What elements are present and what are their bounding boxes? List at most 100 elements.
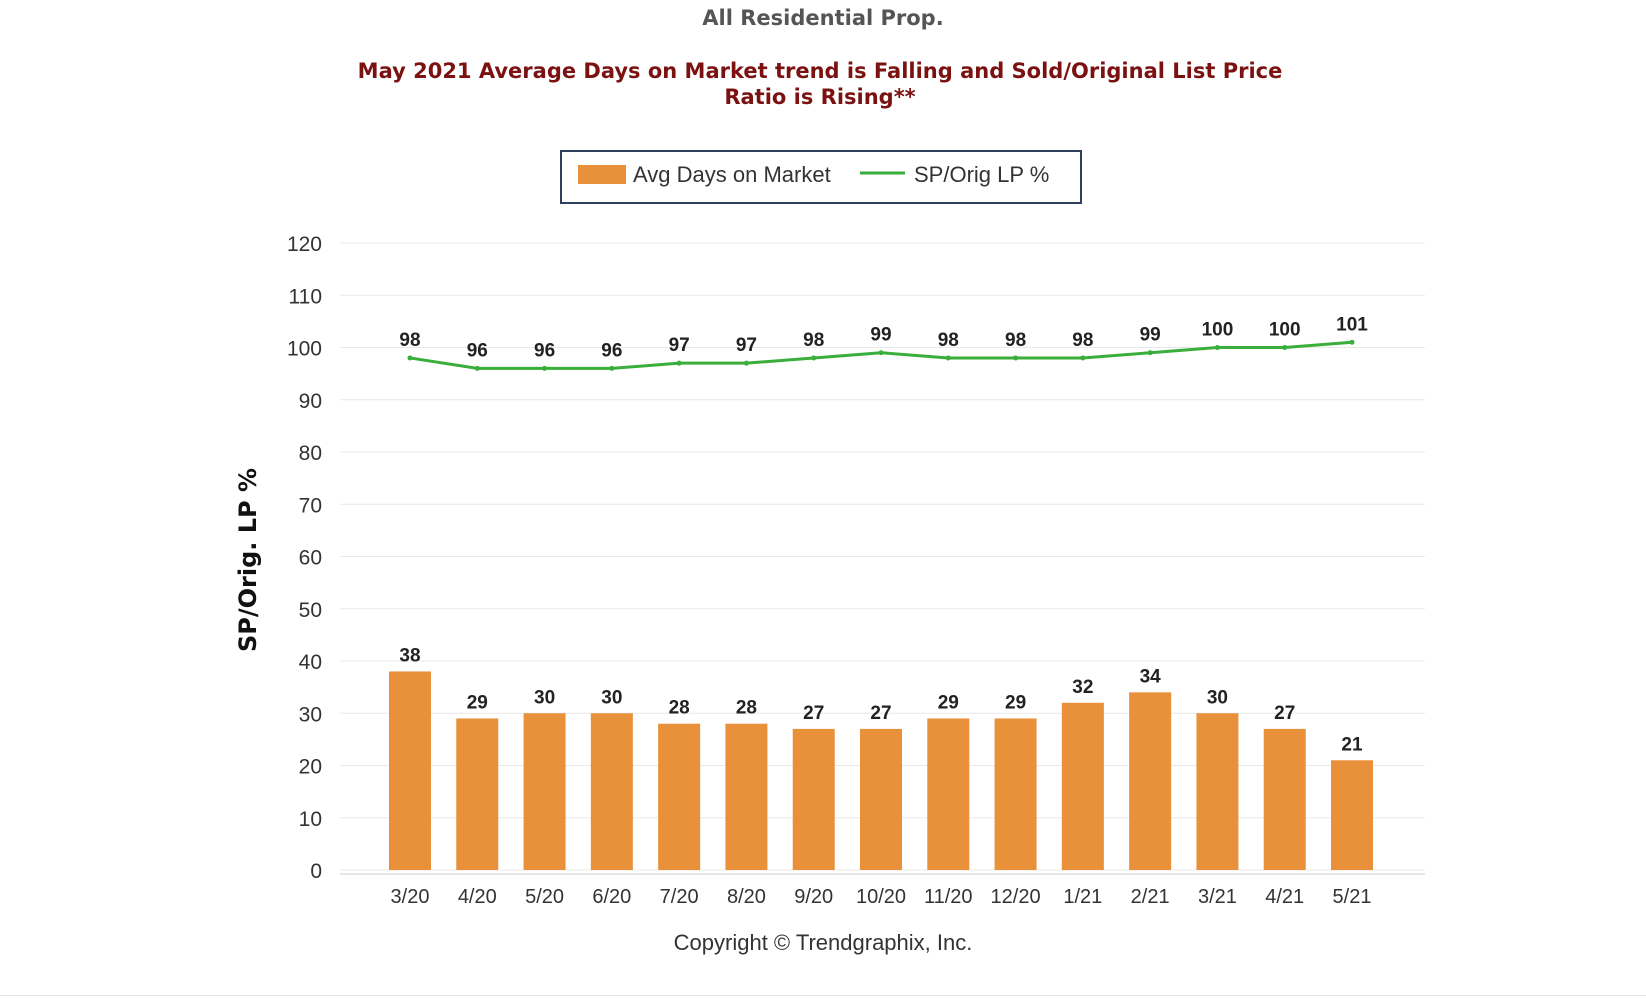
- bar-8-20: [725, 723, 768, 870]
- legend-swatch-bar: [578, 165, 626, 184]
- line-point: [1349, 339, 1355, 345]
- bar-5-20: [523, 713, 566, 870]
- chart-header-title: All Residential Prop.: [702, 6, 944, 30]
- line-value-label: 99: [870, 325, 891, 346]
- bar-value-label: 38: [399, 645, 420, 666]
- y-tick-label-90: 90: [299, 390, 322, 413]
- bottom-divider: [0, 995, 1646, 996]
- gridlines: [340, 242, 1425, 871]
- bar-9-20: [792, 728, 835, 870]
- line-point: [542, 365, 548, 371]
- bar-10-20: [860, 728, 902, 870]
- line-value-label: 99: [1140, 325, 1161, 346]
- copyright-text: Copyright © Trendgraphix, Inc.: [674, 930, 973, 955]
- x-tick-label: 12/20: [991, 886, 1041, 908]
- y-tick-label-120: 120: [287, 233, 322, 256]
- y-tick-label-80: 80: [299, 442, 322, 465]
- headline-line-2: Ratio is Rising**: [724, 85, 916, 109]
- legend-label-bar: Avg Days on Market: [633, 162, 831, 187]
- x-tick-label: 6/20: [592, 886, 631, 908]
- y-tick-label-40: 40: [299, 651, 322, 674]
- y-tick-label-110: 110: [289, 285, 322, 308]
- bar-4-20: [456, 718, 499, 870]
- x-tick-label: 4/20: [458, 886, 497, 908]
- x-tick-label: 3/21: [1198, 886, 1237, 908]
- bars-avg-days-on-market: 38 29 30 30 28 28 27 27 29 29 32 34 30 27 21: [389, 645, 1373, 870]
- line-value-label: 98: [1072, 330, 1093, 351]
- x-tick-label: 7/20: [660, 886, 699, 908]
- line-value-label: 98: [803, 330, 824, 351]
- x-tick-label: 5/21: [1333, 886, 1372, 908]
- line-value-label: 98: [399, 330, 420, 351]
- line-point: [609, 365, 615, 371]
- bar-11-20: [927, 718, 970, 870]
- headline-line-1: May 2021 Average Days on Market trend is…: [357, 59, 1283, 83]
- x-tick-label: 8/20: [727, 886, 766, 908]
- x-tick-label: 10/20: [856, 886, 906, 908]
- bar-value-label: 34: [1140, 666, 1162, 687]
- bar-value-label: 27: [1274, 703, 1295, 724]
- bar-3-20: [389, 671, 431, 870]
- line-point: [945, 355, 951, 361]
- legend-label-line: SP/Orig LP %: [914, 162, 1049, 187]
- line-value-label: 101: [1336, 314, 1368, 335]
- bar-value-label: 27: [870, 703, 891, 724]
- bar-value-label: 28: [669, 698, 690, 719]
- line-point: [1013, 355, 1019, 361]
- bar-value-label: 28: [736, 698, 757, 719]
- line-value-label: 96: [601, 340, 622, 361]
- line-value-label: 96: [534, 340, 555, 361]
- line-point: [1282, 345, 1288, 350]
- line-point: [1080, 355, 1086, 361]
- x-tick-label: 1/21: [1063, 886, 1102, 908]
- line-point: [878, 350, 884, 356]
- y-tick-label-30: 30: [299, 703, 322, 726]
- bar-value-label: 32: [1072, 677, 1093, 698]
- bar-2-21: [1129, 692, 1172, 870]
- bar-value-label: 30: [534, 687, 555, 708]
- line-value-label: 100: [1269, 320, 1301, 341]
- bar-value-label: 21: [1341, 734, 1363, 755]
- y-tick-label-60: 60: [299, 547, 322, 570]
- x-tick-label: 5/20: [525, 886, 564, 908]
- x-tick-label: 3/20: [391, 886, 430, 908]
- y-tick-label-50: 50: [299, 599, 322, 622]
- line-value-label: 97: [736, 335, 757, 356]
- line-point: [743, 360, 749, 366]
- bar-value-label: 29: [467, 692, 488, 713]
- market-trend-headline: May 2021 Average Days on Market trend is…: [300, 58, 1340, 110]
- x-tick-label: 9/20: [794, 886, 833, 908]
- y-axis-ticks: 0 10 20 30 40 50 60 70 80 90 100 110 120: [287, 233, 322, 883]
- x-tick-label: 4/21: [1265, 886, 1304, 908]
- line-point: [407, 355, 413, 361]
- line-point: [811, 355, 817, 361]
- bar-1-21: [1061, 702, 1104, 870]
- line-point: [1147, 350, 1153, 356]
- x-tick-label: 11/20: [924, 886, 973, 908]
- x-tick-label: 2/21: [1131, 886, 1170, 908]
- y-tick-label-70: 70: [299, 494, 322, 517]
- line-point: [1214, 345, 1220, 350]
- bar-12-20: [994, 718, 1037, 870]
- line-sp-orig-lp: 98 96 96 96 97 97 98 99 98 98 98 99 100 100 101: [399, 314, 1368, 371]
- bar-5-21: [1331, 760, 1373, 870]
- bar-7-20: [658, 723, 701, 870]
- y-tick-label-0: 0: [310, 860, 322, 883]
- legend: Avg Days on Market SP/Orig LP %: [560, 150, 1082, 204]
- line-value-label: 97: [669, 335, 690, 356]
- y-tick-label-20: 20: [299, 756, 322, 779]
- y-tick-label-10: 10: [299, 808, 322, 831]
- line-point: [676, 360, 682, 366]
- x-axis-ticks: 3/20 4/20 5/20 6/20 7/20 8/20 9/20 10/20 11/20 12…: [391, 886, 1372, 908]
- bar-6-20: [590, 713, 633, 870]
- y-tick-label-100: 100: [287, 338, 322, 361]
- legend-box: [560, 150, 1082, 204]
- bar-value-label: 30: [1207, 687, 1228, 708]
- y-axis-title: SP/Orig. LP %: [234, 468, 262, 652]
- line-value-label: 98: [938, 330, 959, 351]
- bar-value-label: 29: [938, 692, 959, 713]
- bar-value-label: 27: [803, 703, 824, 724]
- line-value-label: 100: [1202, 320, 1234, 341]
- bar-value-label: 30: [601, 687, 622, 708]
- bar-4-21: [1263, 728, 1306, 870]
